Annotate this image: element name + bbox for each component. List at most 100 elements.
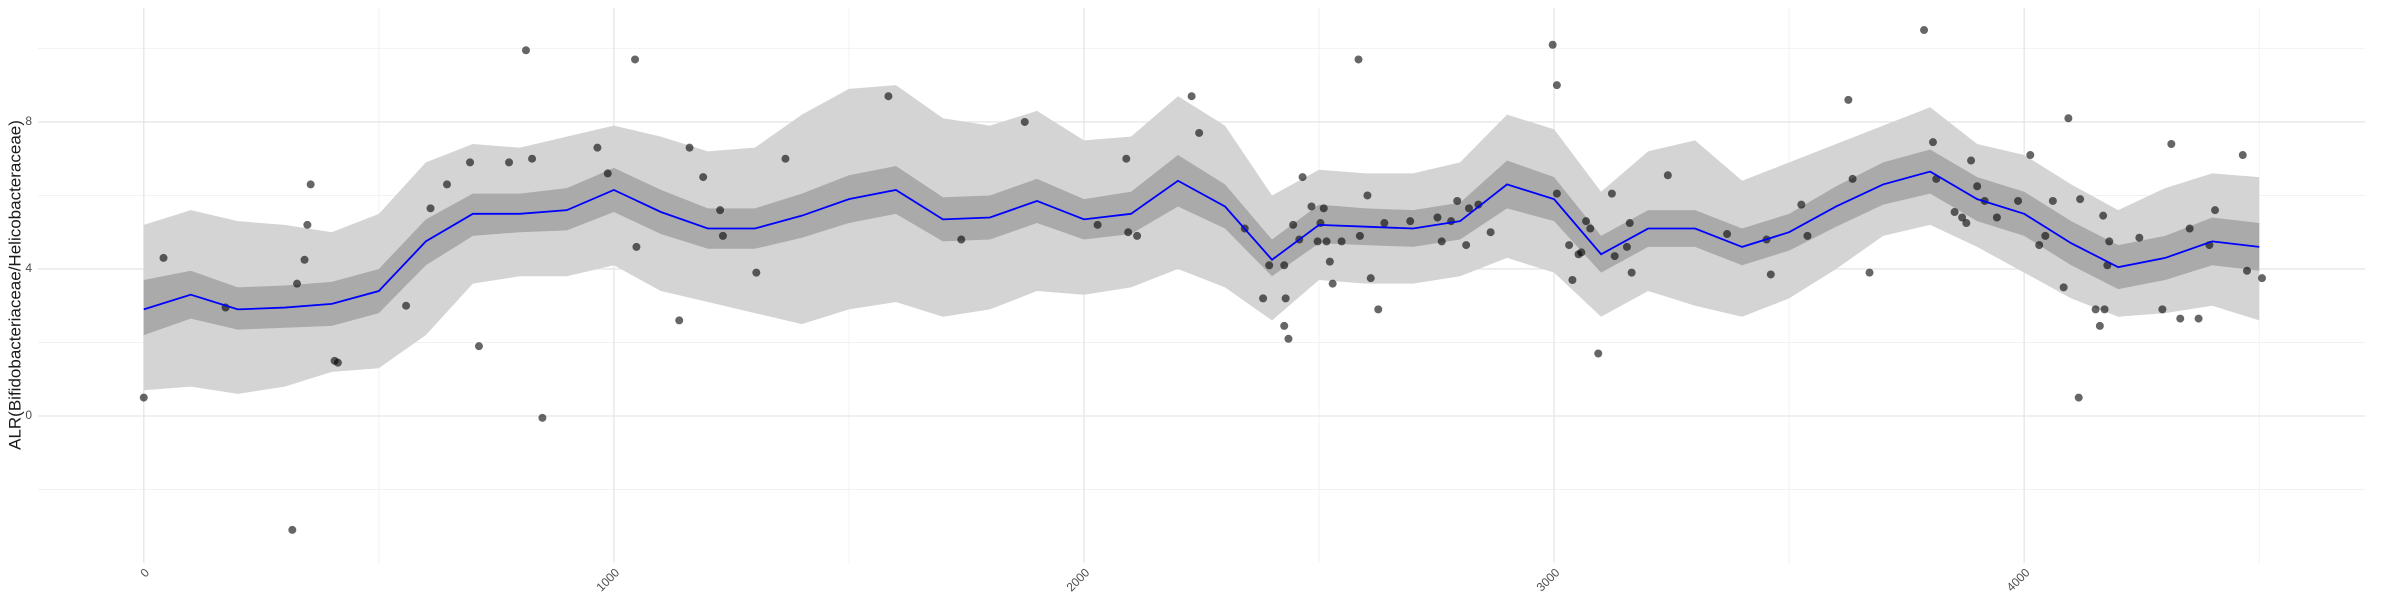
data-point <box>1844 95 1853 104</box>
data-point <box>521 46 530 55</box>
data-point <box>1281 294 1290 303</box>
data-point <box>1610 252 1619 261</box>
data-point <box>1548 40 1557 49</box>
data-point <box>1958 213 1967 222</box>
data-point <box>1437 237 1446 246</box>
data-point <box>293 279 302 288</box>
data-point <box>1187 92 1196 101</box>
data-point <box>1322 237 1331 246</box>
data-point <box>2041 231 2050 240</box>
data-point <box>2211 206 2220 215</box>
data-point <box>675 316 684 325</box>
data-point <box>2167 139 2176 148</box>
data-point <box>685 143 694 152</box>
data-point <box>1298 173 1307 182</box>
data-point <box>1766 270 1775 279</box>
data-point <box>781 154 790 163</box>
data-point <box>1950 207 1959 216</box>
y-tick-label: 8 <box>25 114 32 128</box>
data-point <box>1920 26 1929 35</box>
data-point <box>2100 305 2109 314</box>
data-point <box>752 268 761 277</box>
data-point <box>2035 241 2044 250</box>
data-point <box>505 158 514 167</box>
data-point <box>1259 294 1268 303</box>
data-point <box>1289 220 1298 229</box>
data-point <box>1374 305 1383 314</box>
data-point <box>2105 237 2114 246</box>
data-point <box>1354 55 1363 64</box>
data-point <box>1366 274 1375 283</box>
data-point <box>1803 231 1812 240</box>
x-tick-label: 4000 <box>2004 565 2033 594</box>
data-point <box>1363 191 1372 200</box>
data-point <box>1453 196 1462 205</box>
y-tick-label: 0 <box>25 408 32 422</box>
data-point <box>2158 305 2167 314</box>
data-point <box>466 158 475 167</box>
data-point <box>1447 217 1456 226</box>
data-point <box>402 301 411 310</box>
data-point <box>538 413 547 422</box>
data-point <box>139 393 148 402</box>
data-point <box>1865 268 1874 277</box>
data-point <box>1380 219 1389 228</box>
data-point <box>303 220 312 229</box>
data-point <box>603 169 612 178</box>
data-point <box>2176 314 2185 323</box>
data-point <box>718 231 727 240</box>
x-tick-label: 3000 <box>1534 565 1563 594</box>
data-point <box>2099 211 2108 220</box>
data-point <box>306 180 315 189</box>
data-point <box>1280 321 1289 330</box>
data-point <box>2091 305 2100 314</box>
data-point <box>1124 228 1133 237</box>
data-point <box>1020 117 1029 126</box>
data-point <box>474 342 483 351</box>
data-point <box>1337 237 1346 246</box>
data-point <box>1433 213 1442 222</box>
data-point <box>1992 213 2001 222</box>
data-point <box>1797 200 1806 209</box>
data-point <box>631 55 640 64</box>
data-point <box>1973 182 1982 191</box>
data-point <box>288 525 297 534</box>
data-point <box>1133 231 1142 240</box>
data-point <box>1355 231 1364 240</box>
data-point <box>1586 224 1595 233</box>
data-point <box>1328 279 1337 288</box>
data-point <box>716 206 725 215</box>
data-point <box>1265 261 1274 270</box>
data-point <box>2064 114 2073 123</box>
data-point <box>1663 171 1672 180</box>
data-point <box>2026 151 2035 160</box>
x-tick-label: 0 <box>138 565 153 580</box>
data-point <box>300 255 309 264</box>
data-point <box>1552 81 1561 90</box>
fit-line <box>143 170 2260 311</box>
data-point <box>2048 196 2057 205</box>
data-point <box>1622 242 1631 251</box>
data-point <box>1848 174 1857 183</box>
data-point <box>1607 189 1616 198</box>
data-point <box>2185 224 2194 233</box>
data-point <box>2095 321 2104 330</box>
data-point <box>333 358 342 367</box>
confidence-band <box>143 149 2260 336</box>
data-point <box>632 242 641 251</box>
x-tick-label: 1000 <box>593 565 622 594</box>
y-tick-label: 4 <box>25 261 32 275</box>
data-point <box>699 173 708 182</box>
data-point <box>528 154 537 163</box>
data-point <box>957 235 966 244</box>
data-point <box>442 180 451 189</box>
data-point <box>2258 274 2267 283</box>
x-tick-label: 2000 <box>1064 565 1093 594</box>
data-point <box>1474 200 1483 209</box>
data-point <box>1565 241 1574 250</box>
data-point <box>1552 189 1561 198</box>
data-point <box>1307 202 1316 211</box>
data-point <box>426 204 435 213</box>
